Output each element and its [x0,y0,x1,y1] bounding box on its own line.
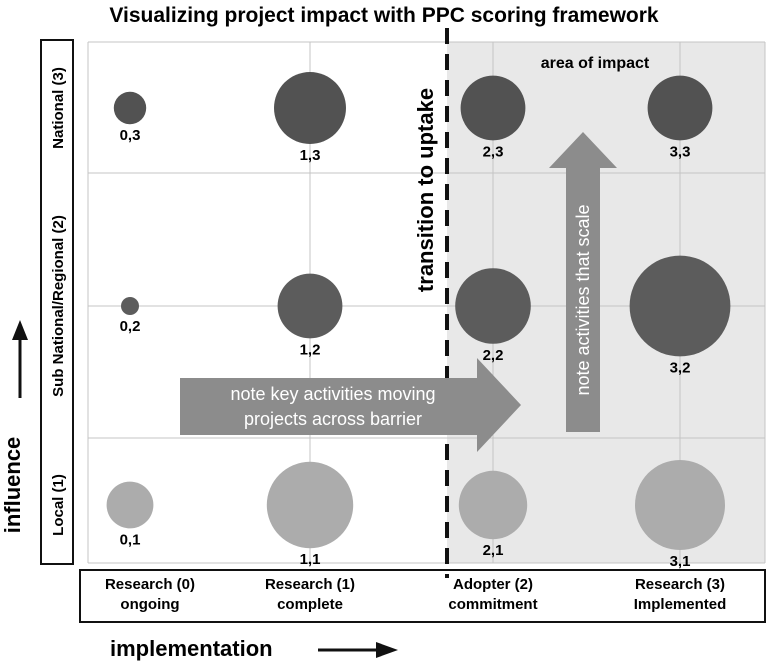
bubble-label-2-1: 2,1 [483,542,504,559]
y-categories: Local (1) Sub National/Regional (2) Nation… [50,67,67,536]
y-category-2: Sub National/Regional (2) [50,215,67,397]
area-label: area of impact [541,55,650,72]
bubble-label-1-2: 1,2 [300,341,321,358]
bubble-1-1 [266,461,354,549]
bubble-0-1 [106,481,154,529]
chart-title: Visualizing project impact with PPC scor… [109,4,659,27]
bubble-label-0-2: 0,2 [120,318,141,335]
y-category-box [40,39,74,565]
bubble-2-1 [458,470,528,540]
arrow-right-line-2: projects across barrier [244,409,422,429]
x-category-1-line-1: complete [277,596,343,613]
arrow-up [549,132,617,432]
bubble-label-3-3: 3,3 [670,143,691,160]
x-category-3-line-0: Research (3) [635,576,725,593]
bubble-label-0-1: 0,1 [120,531,141,548]
bubble-1-3 [274,72,346,144]
x-category-1-line-0: Research (1) [265,576,355,593]
x-category-3-line-1: Implemented [634,596,727,613]
bubble-0-3 [113,91,147,125]
bubble-2-2 [455,268,531,344]
bubble-label-2-2: 2,2 [483,347,504,364]
arrow-right [180,358,521,452]
bubble-3-2 [629,255,731,357]
x-category-2-line-0: Adopter (2) [453,576,533,593]
y-category-1: Local (1) [50,474,67,536]
x-category-2-line-1: commitment [448,596,537,613]
bubble-label-3-1: 3,1 [670,553,691,570]
barrier-label: transition to uptake [413,88,438,292]
bubble-label-3-2: 3,2 [670,359,691,376]
bubble-1-2 [277,273,343,339]
bubbles: 0,3 1,3 2,3 3,3 0,2 1,2 2,2 3,2 0,1 1,1 2,1 3,1 [106,72,731,570]
bubble-2-3 [460,75,526,141]
bubble-3-3 [647,75,713,141]
y-category-3: National (3) [50,67,67,149]
x-category-box [79,569,766,623]
y-axis-title: influence [0,437,25,534]
bubble-label-1-3: 1,3 [300,147,321,164]
bubble-3-1 [635,460,725,550]
x-categories: Research (0) ongoing Research (1) complete A… [105,576,726,613]
y-axis-arrow [12,320,28,398]
arrow-right-line-1: note key activities moving [230,384,435,404]
x-axis-title: implementation [110,636,273,661]
bubble-label-1-1: 1,1 [300,551,321,568]
x-axis-arrow [318,642,398,658]
arrow-up-label: note activities that scale [573,204,593,395]
bubble-label-2-3: 2,3 [483,143,504,160]
x-category-0-line-1: ongoing [120,596,179,613]
bubble-0-2 [121,297,139,315]
x-category-0-line-0: Research (0) [105,576,195,593]
bubble-label-0-3: 0,3 [120,127,141,144]
